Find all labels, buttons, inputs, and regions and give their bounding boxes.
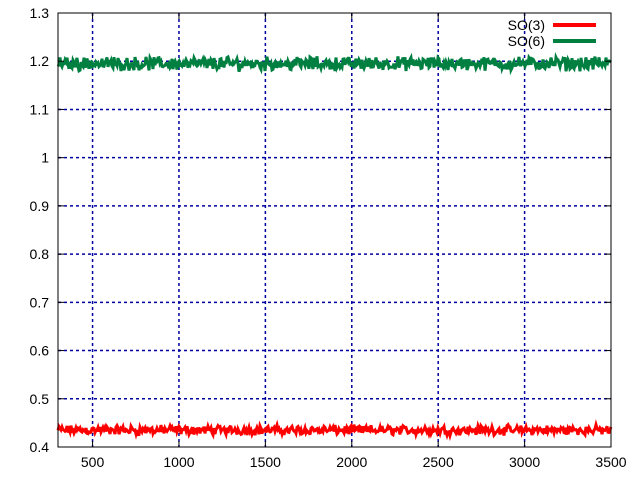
x-tick-label: 1000 [163,454,194,470]
y-tick-label: 0.6 [30,343,50,359]
series-line-2 [56,51,613,76]
y-tick-label: 0.9 [30,198,50,214]
y-tick-label: 1.2 [30,53,50,69]
y-tick-label: 0.7 [30,294,50,310]
x-tick-label: 500 [81,454,105,470]
plot-frame [57,12,612,448]
y-tick-label: 0.5 [30,391,50,407]
y-tick-label: 1 [41,150,49,166]
y-tick-label: 1.3 [30,5,50,21]
grid [58,13,611,447]
x-tick-label: 2000 [336,454,367,470]
ticks [58,12,612,448]
x-tick-labels: 500 1000 1500 2000 2500 3000 3500 [81,454,627,470]
y-tick-label: 1.1 [30,101,50,117]
x-tick-label: 3500 [595,454,626,470]
y-tick-label: 0.4 [30,439,50,455]
series-layer [56,51,613,442]
legend: SO(3)SO(6) [508,17,596,49]
y-tick-labels: 0.4 0.5 0.6 0.7 0.8 0.9 1 1.1 1.2 1.3 [30,5,50,455]
x-tick-label: 2500 [423,454,454,470]
series-line-1 [56,419,613,442]
y-tick-label: 0.8 [30,246,50,262]
x-tick-label: 1500 [250,454,281,470]
legend-label-1: SO(3) [508,17,545,33]
x-tick-label: 3000 [509,454,540,470]
legend-label-2: SO(6) [508,33,545,49]
